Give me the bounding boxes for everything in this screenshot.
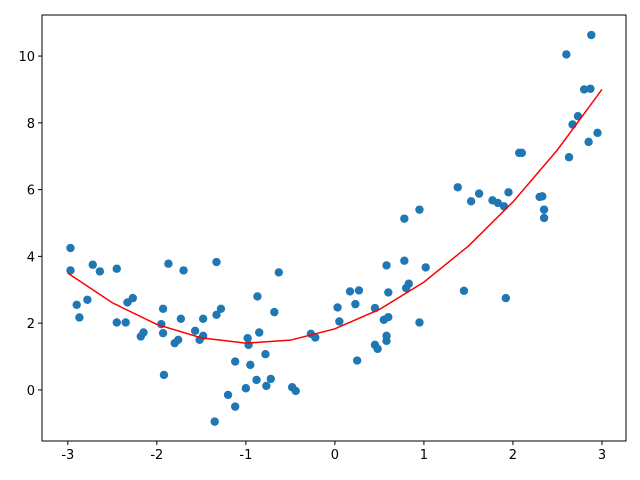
fit-line bbox=[67, 89, 603, 344]
point bbox=[382, 336, 391, 346]
point bbox=[351, 299, 360, 309]
point bbox=[75, 313, 84, 322]
point bbox=[415, 318, 424, 327]
point bbox=[493, 198, 503, 208]
point bbox=[373, 344, 382, 354]
point bbox=[230, 357, 240, 366]
x-tick-label: 1 bbox=[420, 448, 428, 463]
y-tick-label: 2 bbox=[27, 317, 35, 332]
x-tick-label: -3 bbox=[61, 448, 74, 463]
point bbox=[474, 189, 484, 198]
point bbox=[501, 293, 511, 303]
point bbox=[253, 292, 262, 301]
point bbox=[504, 188, 513, 197]
point bbox=[179, 266, 188, 275]
y-tick-label: 6 bbox=[27, 184, 35, 199]
point bbox=[212, 310, 221, 320]
y-tick-label: 8 bbox=[27, 117, 35, 132]
axes-frame bbox=[41, 14, 627, 442]
x-tick-label: -1 bbox=[239, 448, 252, 463]
point bbox=[453, 183, 462, 192]
y-tick-label: 10 bbox=[18, 50, 35, 65]
point bbox=[88, 260, 97, 269]
point bbox=[400, 256, 409, 265]
point bbox=[538, 192, 547, 201]
point bbox=[159, 370, 169, 380]
point bbox=[112, 318, 121, 327]
point bbox=[333, 303, 342, 312]
point bbox=[230, 402, 240, 411]
point bbox=[539, 213, 549, 223]
point bbox=[128, 293, 138, 303]
point bbox=[517, 148, 527, 158]
x-tick-label: 0 bbox=[331, 448, 339, 463]
point bbox=[311, 333, 320, 342]
point bbox=[261, 349, 270, 359]
point bbox=[112, 264, 121, 273]
point bbox=[274, 268, 284, 277]
point bbox=[174, 335, 183, 345]
point bbox=[164, 259, 173, 268]
x-tick-label: -2 bbox=[150, 448, 163, 463]
point bbox=[586, 84, 595, 93]
point bbox=[252, 375, 261, 385]
point bbox=[345, 287, 355, 296]
point bbox=[243, 333, 252, 343]
point bbox=[415, 205, 424, 214]
point bbox=[210, 417, 219, 426]
point bbox=[246, 360, 255, 370]
point bbox=[384, 288, 393, 297]
point bbox=[539, 205, 549, 214]
point bbox=[158, 328, 168, 338]
x-tick-label: 3 bbox=[598, 448, 606, 463]
point bbox=[459, 286, 469, 295]
x-tick-label: 2 bbox=[509, 448, 517, 463]
point bbox=[421, 263, 430, 272]
y-tick-label: 4 bbox=[27, 250, 35, 265]
point bbox=[223, 390, 233, 400]
point bbox=[354, 286, 364, 295]
point bbox=[593, 128, 602, 138]
point bbox=[466, 197, 476, 206]
point bbox=[212, 257, 221, 267]
point bbox=[400, 214, 409, 223]
point bbox=[352, 356, 362, 365]
point bbox=[579, 85, 589, 94]
point bbox=[587, 30, 596, 40]
point bbox=[291, 386, 300, 396]
point bbox=[139, 328, 148, 337]
point bbox=[266, 374, 275, 384]
point bbox=[198, 314, 208, 324]
point bbox=[499, 202, 509, 211]
point bbox=[262, 381, 271, 391]
point bbox=[66, 266, 75, 275]
point bbox=[158, 304, 168, 313]
point bbox=[83, 295, 92, 304]
point bbox=[255, 328, 264, 337]
point bbox=[190, 326, 200, 336]
point bbox=[564, 153, 574, 162]
point bbox=[335, 317, 344, 326]
point bbox=[121, 318, 130, 327]
point bbox=[176, 314, 186, 324]
point bbox=[584, 137, 593, 147]
point bbox=[216, 304, 226, 313]
point bbox=[66, 243, 75, 253]
point bbox=[95, 267, 105, 276]
point bbox=[382, 261, 391, 270]
y-tick-label: 0 bbox=[27, 384, 35, 399]
point bbox=[384, 312, 393, 322]
point bbox=[562, 50, 571, 59]
point bbox=[244, 340, 253, 350]
point bbox=[241, 384, 251, 393]
point bbox=[404, 279, 413, 288]
point bbox=[270, 307, 279, 317]
point bbox=[72, 300, 81, 309]
